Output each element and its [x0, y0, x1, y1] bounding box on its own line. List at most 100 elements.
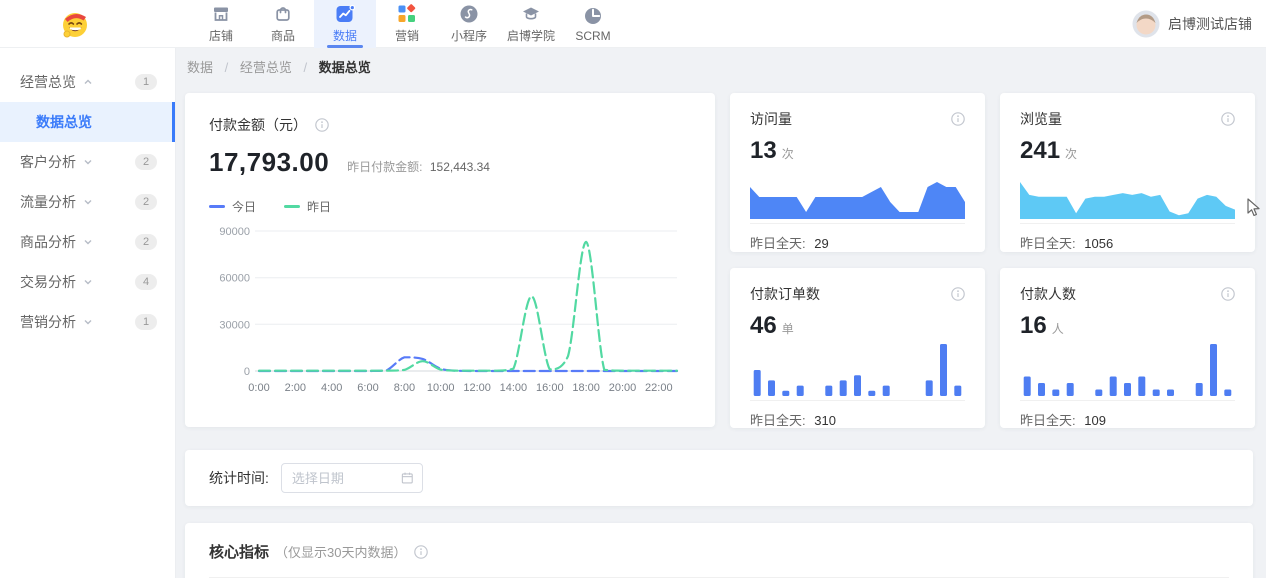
info-icon[interactable] — [1221, 112, 1235, 126]
scrm-pie-icon — [585, 7, 601, 24]
nav-tab-goods[interactable]: 商品 — [252, 0, 314, 48]
goods-bag-icon — [276, 7, 290, 21]
paying-customers-unit: 人 — [1051, 322, 1064, 336]
svg-text:8:00: 8:00 — [394, 382, 415, 394]
nav-tab-label: 小程序 — [450, 29, 487, 43]
sidebar-item-label: 商品分析 — [20, 234, 76, 250]
legend-today[interactable]: 今日 — [209, 198, 256, 215]
academy-cap-icon — [523, 7, 539, 20]
pageviews-footer-value: 1056 — [1084, 236, 1114, 251]
paying-customers-footer-value: 109 — [1084, 413, 1106, 428]
paying-customers-card: 付款人数 16 人 昨日全天: 109 — [1000, 268, 1255, 428]
sidebar-item-trade-analysis[interactable]: 交易分析 4 — [0, 262, 175, 302]
nav-tab-miniprogram[interactable]: 小程序 — [438, 0, 500, 48]
svg-text:10:00: 10:00 — [427, 382, 455, 394]
paid-orders-value: 46 — [750, 312, 777, 339]
core-metrics-card: 核心指标 （仅显示30天内数据） — [185, 523, 1253, 578]
svg-text:16:00: 16:00 — [536, 382, 564, 394]
info-icon[interactable] — [951, 112, 965, 126]
sidebar-item-customer-analysis[interactable]: 客户分析 2 — [0, 142, 175, 182]
svg-text:2:00: 2:00 — [285, 382, 306, 394]
top-nav: 店铺 商品 数据 营销 — [190, 0, 624, 48]
info-icon[interactable] — [414, 544, 429, 559]
main-content: 数据 / 经营总览 / 数据总览 付款金额（元） 17,793.00 昨日付款金… — [176, 48, 1266, 578]
statistics-time-card: 统计时间: — [185, 450, 1253, 506]
sidebar-item-data-overview[interactable]: 数据总览 — [0, 102, 175, 142]
visits-value: 13 — [750, 137, 777, 164]
marketing-grid-icon — [398, 4, 416, 22]
sidebar-badge: 2 — [135, 154, 157, 170]
legend-yesterday-swatch — [284, 205, 301, 208]
nav-tab-scrm[interactable]: SCRM — [562, 0, 624, 48]
paying-customers-title: 付款人数 — [1020, 286, 1076, 302]
chart-legend: 今日 昨日 — [209, 198, 691, 215]
nav-tab-data[interactable]: 数据 — [314, 0, 376, 48]
date-picker[interactable] — [280, 463, 423, 493]
date-picker-input[interactable] — [291, 470, 402, 486]
info-icon[interactable] — [951, 287, 965, 301]
visits-sparkline — [750, 177, 965, 219]
yesterday-payment-value: 152,443.34 — [429, 160, 490, 174]
core-metrics-subtitle: （仅显示30天内数据） — [275, 545, 407, 560]
svg-text:30000: 30000 — [219, 319, 250, 331]
paid-orders-title: 付款订单数 — [750, 286, 820, 302]
nav-tab-label: SCRM — [575, 28, 611, 43]
sidebar-item-goods-analysis[interactable]: 商品分析 2 — [0, 222, 175, 262]
visits-footer-label: 昨日全天: — [750, 236, 806, 251]
top-header: 店铺 商品 数据 营销 — [0, 0, 1266, 48]
avatar — [1132, 10, 1160, 38]
svg-text:6:00: 6:00 — [357, 382, 378, 394]
app-logo[interactable] — [60, 9, 90, 39]
pageviews-value: 241 — [1020, 137, 1061, 164]
paid-orders-card: 付款订单数 46 单 昨日全天: 310 — [730, 268, 985, 428]
chevron-down-icon — [84, 160, 92, 165]
visits-card: 访问量 13 次 昨日全天: 29 — [730, 93, 985, 252]
sidebar-item-label: 营销分析 — [20, 314, 76, 330]
chevron-down-icon — [84, 280, 92, 285]
sidebar: 经营总览 1 数据总览 客户分析 2 流量分析 2 商品分析 — [0, 48, 176, 578]
svg-text:0:00: 0:00 — [248, 382, 269, 394]
payment-card-title: 付款金额（元） — [209, 117, 307, 133]
svg-text:18:00: 18:00 — [572, 382, 600, 394]
nav-tab-label: 商品 — [270, 29, 295, 43]
nav-tab-academy[interactable]: 启博学院 — [500, 0, 562, 48]
nav-tab-label: 店铺 — [208, 29, 233, 43]
visits-unit: 次 — [781, 147, 794, 161]
paid-orders-unit: 单 — [781, 322, 794, 336]
nav-tab-label: 启博学院 — [506, 29, 555, 43]
nav-tab-shop[interactable]: 店铺 — [190, 0, 252, 48]
visits-title: 访问量 — [750, 111, 792, 127]
paid-orders-barchart — [750, 340, 965, 396]
sidebar-item-label: 交易分析 — [20, 274, 76, 290]
svg-text:14:00: 14:00 — [500, 382, 528, 394]
info-icon[interactable] — [1221, 287, 1235, 301]
legend-yesterday[interactable]: 昨日 — [284, 198, 331, 215]
miniprogram-icon — [460, 5, 478, 23]
sidebar-item-traffic-analysis[interactable]: 流量分析 2 — [0, 182, 175, 222]
sidebar-item-marketing-analysis[interactable]: 营销分析 1 — [0, 302, 175, 342]
sidebar-badge: 2 — [135, 194, 157, 210]
sidebar-item-business-overview[interactable]: 经营总览 1 — [0, 62, 175, 102]
breadcrumb-item[interactable]: 数据 — [187, 60, 214, 75]
calendar-icon[interactable] — [401, 471, 414, 485]
paid-orders-footer-label: 昨日全天: — [750, 413, 806, 428]
svg-text:20:00: 20:00 — [609, 382, 637, 394]
divider — [750, 400, 965, 401]
account-name: 启博测试店铺 — [1168, 16, 1252, 32]
legend-yesterday-label: 昨日 — [307, 200, 332, 214]
info-icon[interactable] — [315, 118, 329, 132]
account-menu[interactable]: 启博测试店铺 — [1132, 0, 1252, 48]
nav-tab-marketing[interactable]: 营销 — [376, 0, 438, 48]
sidebar-badge: 2 — [135, 234, 157, 250]
sidebar-item-label: 客户分析 — [20, 154, 76, 170]
payment-amount-value: 17,793.00 — [209, 147, 330, 177]
divider — [1020, 400, 1235, 401]
storefront-icon — [214, 7, 228, 21]
statistics-time-label: 统计时间: — [209, 470, 269, 486]
yesterday-payment-label: 昨日付款金额: — [347, 160, 423, 174]
sidebar-badge: 1 — [135, 74, 157, 90]
breadcrumb-item[interactable]: 经营总览 — [239, 60, 292, 75]
svg-text:90000: 90000 — [219, 226, 250, 238]
chevron-up-icon — [84, 79, 92, 84]
visits-footer-value: 29 — [814, 236, 829, 251]
